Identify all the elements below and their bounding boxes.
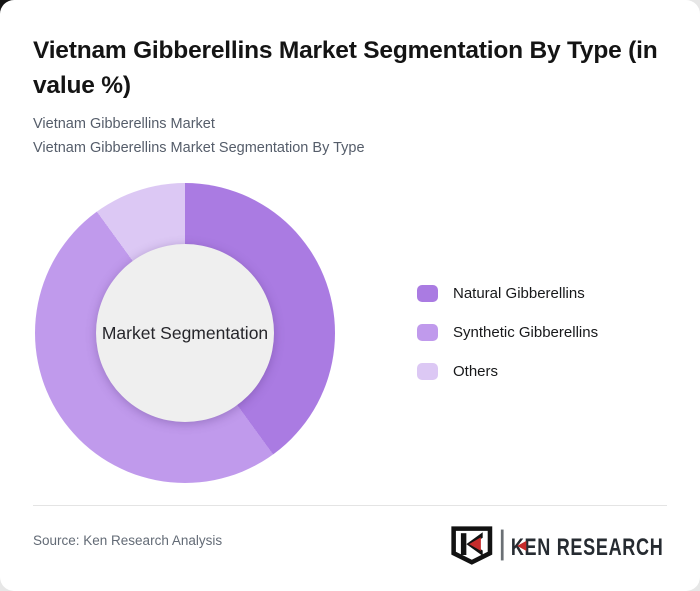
donut-center-label: Market Segmentation [101,322,269,343]
legend-item-synthetic: Synthetic Gibberellins [417,324,598,341]
legend-label-natural: Natural Gibberellins [453,285,585,302]
legend-swatch-others [417,363,438,380]
shield-k-icon [451,526,493,565]
source-text: Source: Ken Research Analysis [33,533,223,548]
legend-label-synthetic: Synthetic Gibberellins [453,324,599,341]
chart-subtitle: Vietnam Gibberellins Market Vietnam Gibb… [33,112,365,160]
legend-item-others: Others [417,363,598,380]
donut-chart: Market Segmentation [35,183,335,483]
ken-research-logo: KEN RESEARCH [450,525,668,565]
legend-item-natural: Natural Gibberellins [417,285,598,302]
logo-wordmark: KEN RESEARCH [511,535,664,561]
logo-separator [500,529,504,561]
page-title: Vietnam Gibberellins Market Segmentation… [33,37,658,99]
subtitle-line-1: Vietnam Gibberellins Market [33,116,215,132]
logo-k-triangle [517,540,527,551]
legend-swatch-synthetic [417,324,438,341]
donut-center: Market Segmentation [96,244,274,422]
legend-swatch-natural [417,285,438,302]
footer-divider [33,505,667,506]
chart-legend: Natural Gibberellins Synthetic Gibberell… [417,285,598,402]
legend-label-others: Others [453,363,499,380]
subtitle-line-2: Vietnam Gibberellins Market Segmentation… [33,140,365,156]
